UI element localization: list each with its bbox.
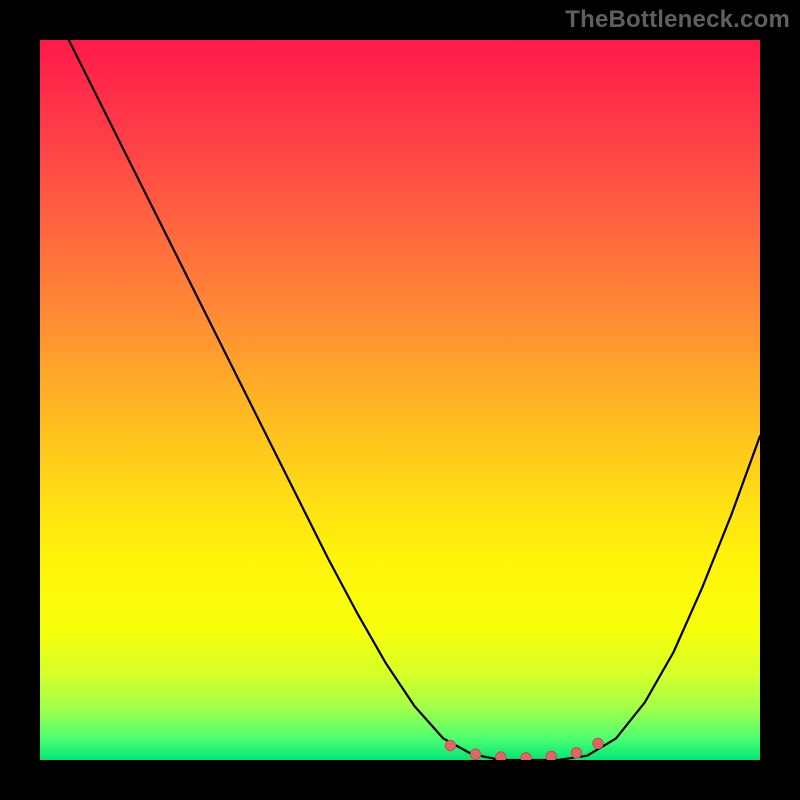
marker-point xyxy=(571,748,581,758)
marker-point xyxy=(496,752,506,760)
marker-point xyxy=(470,749,480,759)
marker-point xyxy=(546,751,556,760)
marker-point xyxy=(445,740,455,750)
watermark-text: TheBottleneck.com xyxy=(565,6,790,34)
bottleneck-chart xyxy=(40,40,760,760)
marker-point xyxy=(593,738,603,748)
chart-frame: TheBottleneck.com xyxy=(0,0,800,800)
marker-point xyxy=(521,753,531,760)
chart-background xyxy=(40,40,760,760)
chart-svg xyxy=(40,40,760,760)
